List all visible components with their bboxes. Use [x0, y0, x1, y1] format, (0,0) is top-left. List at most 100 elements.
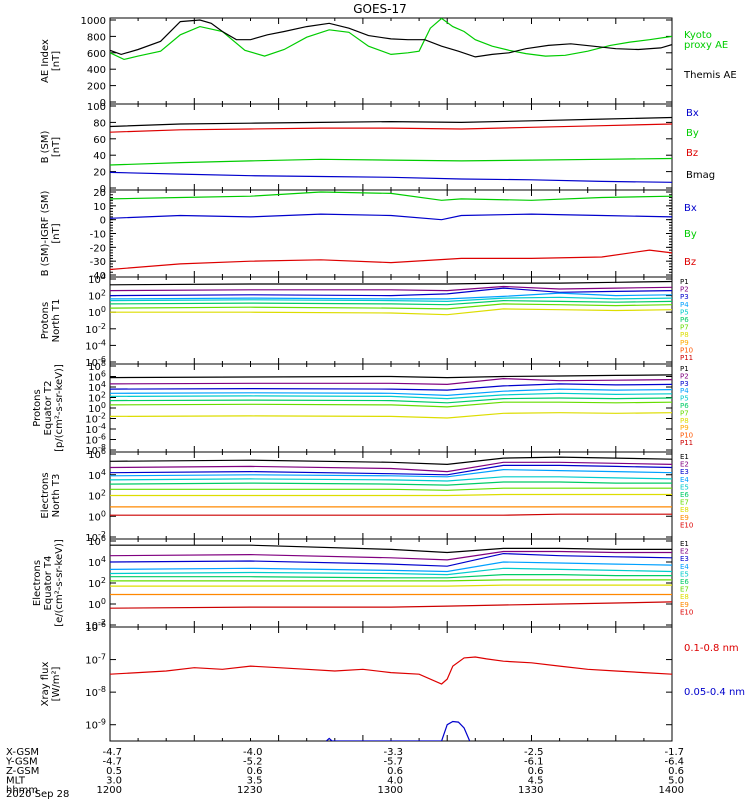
legend-entry: P7 [680, 409, 689, 417]
series-line-p3 [110, 383, 672, 391]
orbit-row-value: -5.2 [243, 757, 263, 768]
y-axis-label: Protons [32, 389, 43, 426]
legend-entry: E7 [680, 586, 689, 594]
y-axis-label: [nT] [51, 51, 62, 71]
series-line-p1 [110, 280, 672, 286]
series-line-e2 [110, 461, 672, 473]
orbit-row-label: Y-GSM [5, 757, 38, 768]
orbit-row-label: X-GSM [6, 747, 39, 758]
orbit-axis-table: X-GSM -4.7 -4.0 -3.3 -2.5 -1.7 Y-GSM -4.7 -5.2 -5… [5, 747, 684, 796]
legend-entry: E1 [680, 453, 689, 461]
y-tick-label: 10-2 [85, 322, 106, 336]
series-line-e5 [110, 567, 672, 576]
y-tick-label: 102 [88, 576, 106, 590]
series-line-p5 [110, 296, 672, 303]
y-tick-label: 100 [88, 305, 106, 319]
legend-entry: E5 [680, 483, 689, 491]
y-axis-label: B (SM)-IGRF (SM) [40, 191, 51, 277]
legend-entry: E2 [680, 548, 689, 556]
y-tick-label: 10-9 [85, 718, 106, 732]
legend-entry: E7 [680, 499, 689, 507]
series-line-0-1-0-8-nm [110, 656, 672, 685]
series-line-e1 [110, 456, 672, 466]
orbit-row-label: Z-GSM [6, 766, 39, 777]
series-line-by [110, 191, 672, 201]
legend-entry: E9 [680, 601, 689, 609]
legend-entry: Bx [686, 108, 699, 119]
y-axis-label: [nT] [51, 223, 62, 243]
y-axis-label: Electrons [40, 472, 51, 518]
series-line-e4 [110, 561, 672, 573]
series-line-kyoto-proxy-ae [110, 18, 672, 61]
y-tick-label: 200 [87, 82, 106, 93]
y-tick-label: -10 [90, 230, 106, 241]
legend-entry: E3 [680, 555, 689, 563]
legend-entry: Bmag [686, 170, 715, 181]
series-line-p7 [110, 401, 672, 408]
series-line-e3 [110, 464, 672, 476]
legend-entry: P7 [680, 324, 689, 332]
legend-entry: P6 [680, 316, 689, 324]
series-line-p4 [110, 292, 672, 300]
orbit-row-value: 4.0 [387, 776, 403, 787]
legend-entry: By [686, 128, 699, 139]
legend-entry: E9 [680, 514, 689, 522]
legend-entry: P10 [680, 346, 693, 354]
legend-entry: E10 [680, 608, 693, 616]
y-tick-label: 40 [93, 151, 106, 162]
y-tick-label: 0 [100, 184, 106, 195]
y-tick-label: 10-6 [85, 620, 106, 634]
legend-entry: E3 [680, 468, 689, 476]
series-line-e6 [110, 481, 672, 486]
y-tick-label: 104 [88, 555, 106, 569]
orbit-row-value: 0.5 [106, 766, 122, 777]
legend-entry: E6 [680, 491, 689, 499]
series-line-p2 [110, 285, 672, 292]
y-axis-label: [W/m²] [51, 666, 62, 701]
y-tick-label: 800 [87, 32, 106, 43]
y-axis-label: Protons [40, 302, 51, 339]
y-tick-label: -30 [90, 257, 106, 268]
orbit-row-value: 1200 [97, 785, 122, 796]
series-line-p4 [110, 388, 672, 397]
legend-entry: 0.1-0.8 nm [684, 643, 739, 654]
y-axis-label: [nT] [51, 137, 62, 157]
series-line-p1 [110, 374, 672, 379]
y-tick-label: 1000 [81, 16, 106, 27]
legend-entry: P9 [680, 424, 689, 432]
orbit-row-label: hhmm [6, 785, 38, 796]
series-line-e8 [110, 493, 672, 497]
series-line-bz [110, 123, 672, 133]
orbit-row-value: 0.6 [668, 766, 684, 777]
series-line-e6 [110, 573, 672, 579]
y-axis-label: Electrons [32, 560, 43, 606]
y-tick-label: 400 [87, 65, 106, 76]
y-tick-label: 600 [87, 49, 106, 60]
series-line-e2 [110, 550, 672, 561]
y-tick-label: 100 [87, 102, 106, 113]
series-line-e7 [110, 487, 672, 491]
y-tick-label: 102 [88, 489, 106, 503]
y-axis-label: Equator T4 [43, 556, 54, 611]
panel-xray: 10-9 10-8 10-7 10-6 Xray flux [W/m²] 0.1-0.8 n… [40, 620, 745, 742]
y-tick-label: 10-4 [85, 338, 106, 352]
orbit-row-value: 1300 [378, 785, 403, 796]
series-line-e8 [110, 584, 672, 587]
legend-entry: P4 [680, 301, 689, 309]
series-line-p6 [110, 397, 672, 404]
series-line-bz [110, 249, 672, 271]
y-tick-label: -40 [90, 271, 106, 282]
orbit-row-value: 0.6 [528, 766, 544, 777]
legend-entry: P8 [680, 417, 689, 425]
orbit-row-value: 1230 [237, 785, 262, 796]
legend-entry: E2 [680, 461, 689, 469]
y-tick-label: 0 [100, 98, 106, 109]
y-axis-label: Xray flux [40, 662, 51, 707]
legend-entry: P3 [680, 293, 689, 301]
y-tick-label: 10-7 [85, 653, 106, 667]
series-line-bx [110, 213, 672, 221]
legend-entry: P1 [680, 365, 689, 373]
legend-entry: P5 [680, 308, 689, 316]
